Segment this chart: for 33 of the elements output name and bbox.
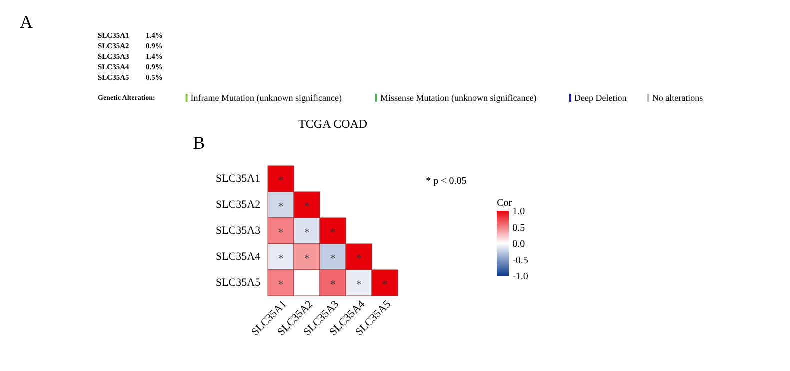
chart-title: TCGA COAD — [298, 117, 368, 131]
legend-label: Missense Mutation (unknown significance) — [380, 93, 537, 103]
data-label: * — [278, 253, 284, 265]
color-bar-label: 1.0 — [512, 206, 526, 218]
y-tick-label: SLC35A4 — [216, 251, 262, 263]
text: A — [20, 12, 33, 32]
color-bar-label: -0.5 — [512, 255, 528, 266]
data-label: * — [278, 227, 284, 239]
color-bar-title: Cor — [497, 198, 513, 209]
data-label: * — [278, 201, 284, 213]
data-label: * — [382, 279, 388, 291]
y-tick-label: SLC35A3 — [216, 225, 262, 237]
data-label: * — [356, 279, 362, 291]
data-label: * — [330, 227, 336, 239]
color-bar-label: 0.5 — [512, 222, 526, 234]
color-bar-label: -1.0 — [512, 272, 528, 282]
data-label: * — [278, 279, 284, 291]
y-tick-label: SLC35A2 — [216, 199, 261, 211]
legend-label: Inframe Mutation (unknown significance) — [190, 93, 342, 103]
data-label: * — [330, 279, 336, 291]
data-label: * — [330, 253, 336, 265]
data-label: * — [304, 201, 310, 213]
text: B — [193, 133, 206, 153]
text: * p < 0.05 — [426, 176, 467, 187]
data-label: * — [356, 253, 362, 265]
legend-label: Deep Deletion — [574, 93, 628, 103]
y-tick-label: SLC35A5 — [216, 277, 262, 289]
data-label: * — [278, 175, 284, 187]
color-bar-label: 0.0 — [512, 239, 526, 250]
data-label: * — [304, 227, 310, 239]
legend-label: No alterations — [652, 93, 704, 103]
data-label: * — [304, 253, 310, 265]
y-tick-label: SLC35A1 — [216, 173, 261, 185]
